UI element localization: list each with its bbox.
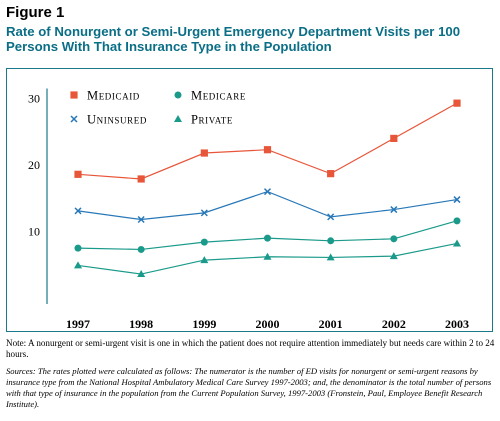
- x-tick-label: 1999: [192, 317, 216, 331]
- chart-frame: [6, 68, 493, 332]
- uninsured-point: [137, 215, 145, 224]
- medicare-point: [327, 237, 335, 245]
- figure-label: Figure 1: [6, 4, 65, 21]
- x-tick-label: 1997: [66, 317, 90, 331]
- uninsured-point: [390, 206, 398, 214]
- chart-title: Rate of Nonurgent or Semi-Urgent Emergen…: [6, 24, 461, 54]
- private-point: [74, 261, 82, 269]
- medicaid-legend-label: Medicaid: [87, 89, 140, 103]
- medicaid-point: [327, 170, 335, 178]
- medicaid-legend-marker: [70, 91, 78, 99]
- medicare-point: [453, 217, 461, 225]
- uninsured-point: [200, 209, 208, 217]
- medicare-point: [200, 238, 208, 246]
- private-point: [326, 253, 335, 261]
- medicare-point: [264, 234, 271, 242]
- x-tick-label: 2001: [319, 317, 343, 331]
- private-point: [200, 256, 209, 264]
- medicaid-point: [200, 149, 208, 157]
- medicaid-point: [390, 134, 398, 142]
- uninsured-legend-marker: [70, 115, 78, 123]
- x-tick-label: 2002: [382, 317, 406, 331]
- private-point: [137, 270, 146, 278]
- uninsured-series-line: [77, 190, 458, 221]
- medicaid-point: [453, 99, 461, 107]
- medicare-legend-marker: [174, 91, 182, 99]
- uninsured-point: [263, 188, 272, 196]
- x-tick-label: 2003: [445, 317, 469, 331]
- medicare-point: [137, 245, 145, 253]
- y-tick-label: 30: [28, 92, 40, 106]
- medicaid-point: [263, 146, 272, 154]
- private-point: [389, 252, 398, 260]
- y-tick-label: 20: [28, 158, 40, 172]
- uninsured-point: [74, 207, 82, 215]
- medicaid-point: [137, 175, 145, 183]
- x-tick-label: 2000: [256, 317, 280, 331]
- private-point: [263, 252, 272, 260]
- chart-note: Note: A nonurgent or semi-urgent visit i…: [6, 338, 495, 359]
- medicaid-point: [74, 170, 82, 178]
- chart-sources: Sources: The rates plotted were calculat…: [6, 366, 492, 409]
- uninsured-point: [327, 213, 335, 221]
- private-point: [453, 239, 461, 247]
- medicare-point: [390, 235, 398, 243]
- uninsured-point: [453, 196, 461, 204]
- uninsured-legend-label: Uninsured: [87, 113, 147, 127]
- private-legend-marker: [174, 115, 182, 122]
- line-chart: 10 20 30 1997 1998 1999 2000 2001 2002 2003 Medica…: [28, 89, 469, 332]
- medicare-legend-label: Medicare: [191, 89, 246, 103]
- y-tick-label: 10: [28, 225, 40, 239]
- medicare-point: [74, 244, 82, 252]
- x-tick-label: 1998: [129, 317, 153, 331]
- private-legend-label: Private: [191, 113, 233, 127]
